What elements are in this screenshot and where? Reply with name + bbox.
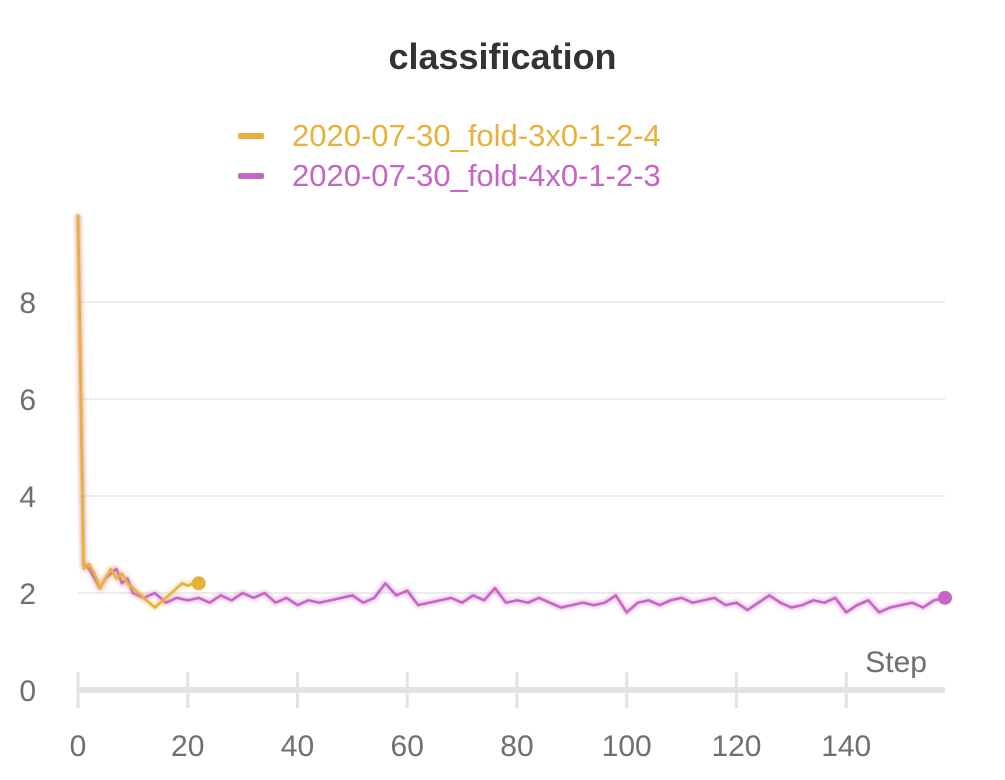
series-line[interactable] (76, 214, 946, 614)
legend: 2020-07-30_fold-3x0-1-2-4 2020-07-30_fol… (238, 116, 661, 196)
legend-item[interactable]: 2020-07-30_fold-3x0-1-2-4 (238, 116, 661, 156)
y-tick-label: 2 (19, 578, 36, 611)
legend-label: 2020-07-30_fold-3x0-1-2-4 (292, 118, 661, 153)
x-tick-label: 40 (281, 730, 314, 763)
y-tick-label: 4 (19, 481, 36, 514)
x-tick-label: 80 (500, 730, 533, 763)
legend-swatch (238, 133, 264, 139)
y-tick-label: 0 (19, 675, 36, 708)
series-layer (75, 214, 952, 616)
series-end-point[interactable] (191, 576, 206, 591)
series-halo (75, 214, 199, 611)
x-tick-label: 100 (602, 730, 652, 763)
y-tick-label: 8 (19, 287, 36, 320)
x-tick-label: 140 (821, 730, 871, 763)
x-tick-label: 60 (391, 730, 424, 763)
y-tick-label: 6 (19, 384, 36, 417)
series-line[interactable] (76, 214, 199, 609)
legend-swatch (238, 173, 264, 179)
x-tick-label: 0 (70, 730, 87, 763)
x-tick-label: 20 (171, 730, 204, 763)
legend-label: 2020-07-30_fold-4x0-1-2-3 (292, 158, 661, 193)
chart-title: classification (388, 36, 617, 77)
grid-layer (78, 301, 945, 594)
x-axis-label: Step (865, 646, 927, 679)
x-tick-label: 120 (711, 730, 761, 763)
series-halo (75, 214, 946, 616)
series-end-point[interactable] (938, 590, 952, 605)
legend-item[interactable]: 2020-07-30_fold-4x0-1-2-3 (238, 156, 661, 196)
